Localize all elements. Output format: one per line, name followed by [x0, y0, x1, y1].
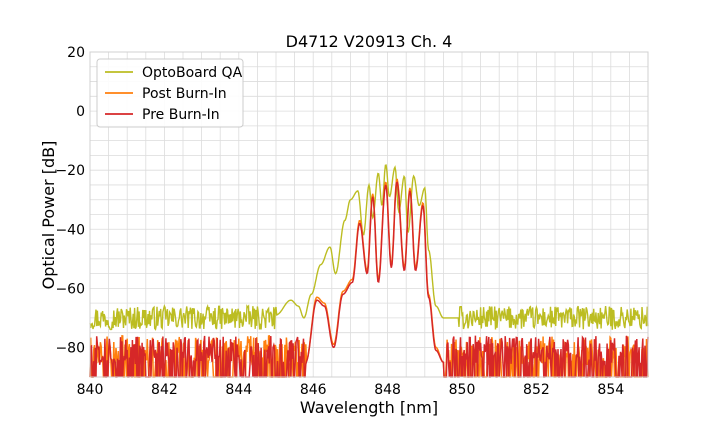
series-line-optoboard-qa: [89, 164, 649, 331]
y-tick-label: −40: [55, 222, 85, 238]
x-tick-label: 850: [449, 382, 476, 398]
y-tick-label: −60: [55, 281, 85, 297]
legend-label: OptoBoard QA: [142, 65, 243, 81]
chart-title: D4712 V20913 Ch. 4: [286, 32, 453, 51]
x-tick-label: 840: [77, 382, 104, 398]
x-tick-label: 846: [300, 382, 327, 398]
x-tick-label: 848: [374, 382, 401, 398]
legend-label: Post Burn-In: [142, 86, 227, 102]
x-tick-label: 854: [597, 382, 624, 398]
y-axis-label: Optical Power [dB]: [39, 141, 58, 290]
legend: OptoBoard QA Post Burn-In Pre Burn-In: [96, 58, 244, 128]
legend-label: Pre Burn-In: [142, 107, 220, 123]
x-tick-label: 844: [225, 382, 252, 398]
y-tick-label: 0: [76, 104, 85, 120]
x-axis-label: Wavelength [nm]: [300, 398, 438, 417]
x-tick-label: 852: [523, 382, 550, 398]
plot-frame: [89, 51, 649, 378]
x-tick-label: 842: [151, 382, 178, 398]
legend-box: [96, 58, 244, 128]
y-tick-label: −20: [55, 163, 85, 179]
x-tick-labels: 840 842 844 846 848 850 852 854: [77, 382, 625, 398]
y-tick-labels: −80 −60 −40 −20 0 20: [55, 45, 85, 356]
y-tick-label: 20: [67, 45, 85, 61]
y-tick-label: −80: [55, 340, 85, 356]
